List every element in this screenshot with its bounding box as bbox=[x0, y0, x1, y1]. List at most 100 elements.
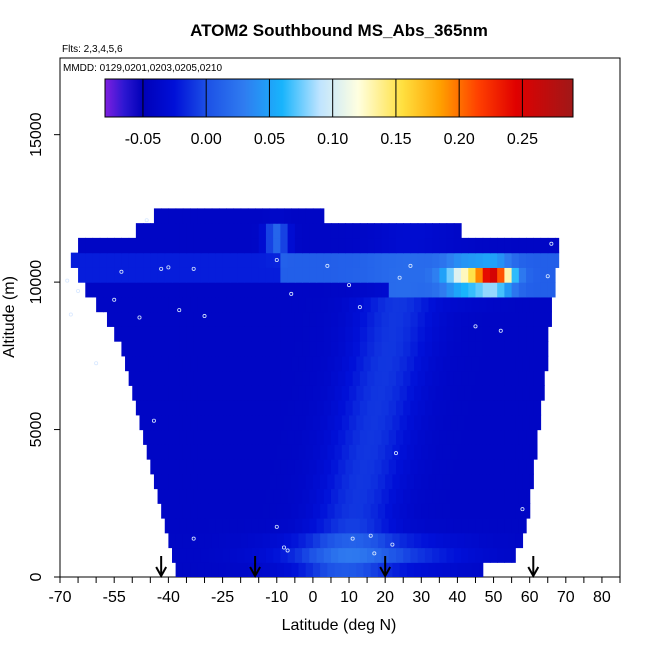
observation-point bbox=[520, 507, 525, 512]
heatmap-cell bbox=[179, 311, 188, 327]
heatmap-cell bbox=[265, 237, 274, 254]
heatmap-cell bbox=[381, 459, 390, 475]
heatmap-cell bbox=[211, 355, 220, 372]
heatmap-cell bbox=[511, 459, 520, 475]
heatmap-cell bbox=[508, 414, 516, 431]
heatmap-cell bbox=[240, 562, 249, 577]
heatmap-cell bbox=[457, 444, 466, 460]
heatmap-cell bbox=[370, 503, 379, 519]
heatmap-cell bbox=[446, 429, 455, 445]
heatmap-cell bbox=[233, 208, 242, 224]
heatmap-cell bbox=[298, 444, 307, 460]
heatmap-cell bbox=[280, 488, 289, 504]
heatmap-cell bbox=[526, 488, 531, 504]
heatmap-cell bbox=[233, 385, 242, 401]
heatmap-cell bbox=[497, 252, 505, 268]
heatmap-cell bbox=[229, 370, 238, 386]
heatmap-cell bbox=[294, 311, 303, 327]
heatmap-cell bbox=[70, 252, 79, 268]
heatmap-cell bbox=[421, 414, 430, 431]
heatmap-cell bbox=[175, 296, 184, 313]
heatmap-cell bbox=[374, 518, 383, 534]
heatmap-cell bbox=[399, 473, 408, 490]
heatmap-cell bbox=[442, 562, 451, 577]
heatmap-cell bbox=[125, 296, 133, 313]
heatmap-cell bbox=[540, 326, 549, 342]
heatmap-cell bbox=[471, 562, 480, 577]
heatmap-cell bbox=[193, 459, 202, 475]
heatmap-cell bbox=[291, 503, 300, 519]
heatmap-cell bbox=[406, 562, 415, 577]
heatmap-cell bbox=[464, 503, 473, 519]
heatmap-cell bbox=[392, 503, 401, 519]
heatmap-cell bbox=[247, 385, 256, 401]
heatmap-cell bbox=[157, 311, 166, 327]
heatmap-cell bbox=[265, 252, 274, 268]
heatmap-cell bbox=[356, 562, 365, 577]
heatmap-cell bbox=[471, 444, 480, 460]
heatmap-cell bbox=[294, 370, 303, 386]
heatmap-cell bbox=[359, 518, 368, 534]
heatmap-cell bbox=[204, 296, 213, 313]
heatmap-cell bbox=[211, 444, 220, 460]
heatmap-cell bbox=[200, 326, 209, 342]
heatmap-cell bbox=[269, 208, 278, 224]
heatmap-cell bbox=[461, 252, 469, 268]
heatmap-cell bbox=[294, 341, 303, 357]
observation-point bbox=[350, 536, 355, 541]
heatmap-cell bbox=[504, 341, 513, 357]
heatmap-cell bbox=[117, 296, 126, 313]
heatmap-cell bbox=[193, 237, 202, 254]
heatmap-cell bbox=[305, 355, 314, 372]
heatmap-cell bbox=[349, 355, 357, 372]
heatmap-cell bbox=[453, 282, 462, 298]
heatmap-cell bbox=[432, 311, 440, 327]
heatmap-cell bbox=[150, 252, 159, 268]
heatmap-cell bbox=[327, 562, 336, 577]
heatmap-cell bbox=[280, 547, 289, 563]
heatmap-cell bbox=[363, 473, 372, 490]
heatmap-cell bbox=[341, 414, 350, 431]
heatmap-cell bbox=[182, 296, 191, 313]
heatmap-cell bbox=[85, 252, 94, 268]
heatmap-cell bbox=[323, 252, 332, 268]
heatmap-cell bbox=[280, 223, 289, 239]
observation-point bbox=[549, 241, 554, 246]
heatmap-cell bbox=[200, 223, 209, 239]
heatmap-cell bbox=[323, 311, 332, 327]
heatmap-cell bbox=[453, 400, 462, 416]
heatmap-cell bbox=[421, 355, 430, 372]
heatmap-cell bbox=[349, 385, 357, 401]
heatmap-cell bbox=[179, 282, 188, 298]
heatmap-cell bbox=[359, 341, 368, 357]
heatmap-cell bbox=[536, 385, 545, 401]
heatmap-cell bbox=[190, 355, 198, 372]
heatmap-cell bbox=[309, 400, 318, 416]
heatmap-cell bbox=[327, 444, 336, 460]
heatmap-cell bbox=[316, 547, 325, 563]
heatmap-cell bbox=[215, 223, 224, 239]
heatmap-cell bbox=[493, 532, 502, 549]
heatmap-cell bbox=[522, 473, 531, 490]
heatmap-cell bbox=[258, 400, 267, 416]
heatmap-cell bbox=[247, 532, 256, 549]
heatmap-cell bbox=[338, 223, 347, 239]
heatmap-cell bbox=[442, 385, 451, 401]
heatmap-cell bbox=[381, 400, 390, 416]
heatmap-cell bbox=[218, 355, 227, 372]
heatmap-cell bbox=[233, 355, 242, 372]
heatmap-cell bbox=[388, 282, 397, 298]
heatmap-cell bbox=[381, 311, 390, 327]
heatmap-cell bbox=[439, 429, 448, 445]
heatmap-cell bbox=[247, 414, 256, 431]
heatmap-cell bbox=[515, 503, 524, 519]
heatmap-cell bbox=[352, 459, 361, 475]
heatmap-cell bbox=[515, 473, 524, 490]
heatmap-cell bbox=[284, 473, 292, 490]
heatmap-cell bbox=[294, 252, 303, 268]
heatmap-cell bbox=[461, 282, 469, 298]
heatmap-cell bbox=[226, 532, 235, 549]
heatmap-cell bbox=[179, 400, 188, 416]
heatmap-cell bbox=[327, 296, 336, 313]
heatmap-cell bbox=[500, 503, 509, 519]
